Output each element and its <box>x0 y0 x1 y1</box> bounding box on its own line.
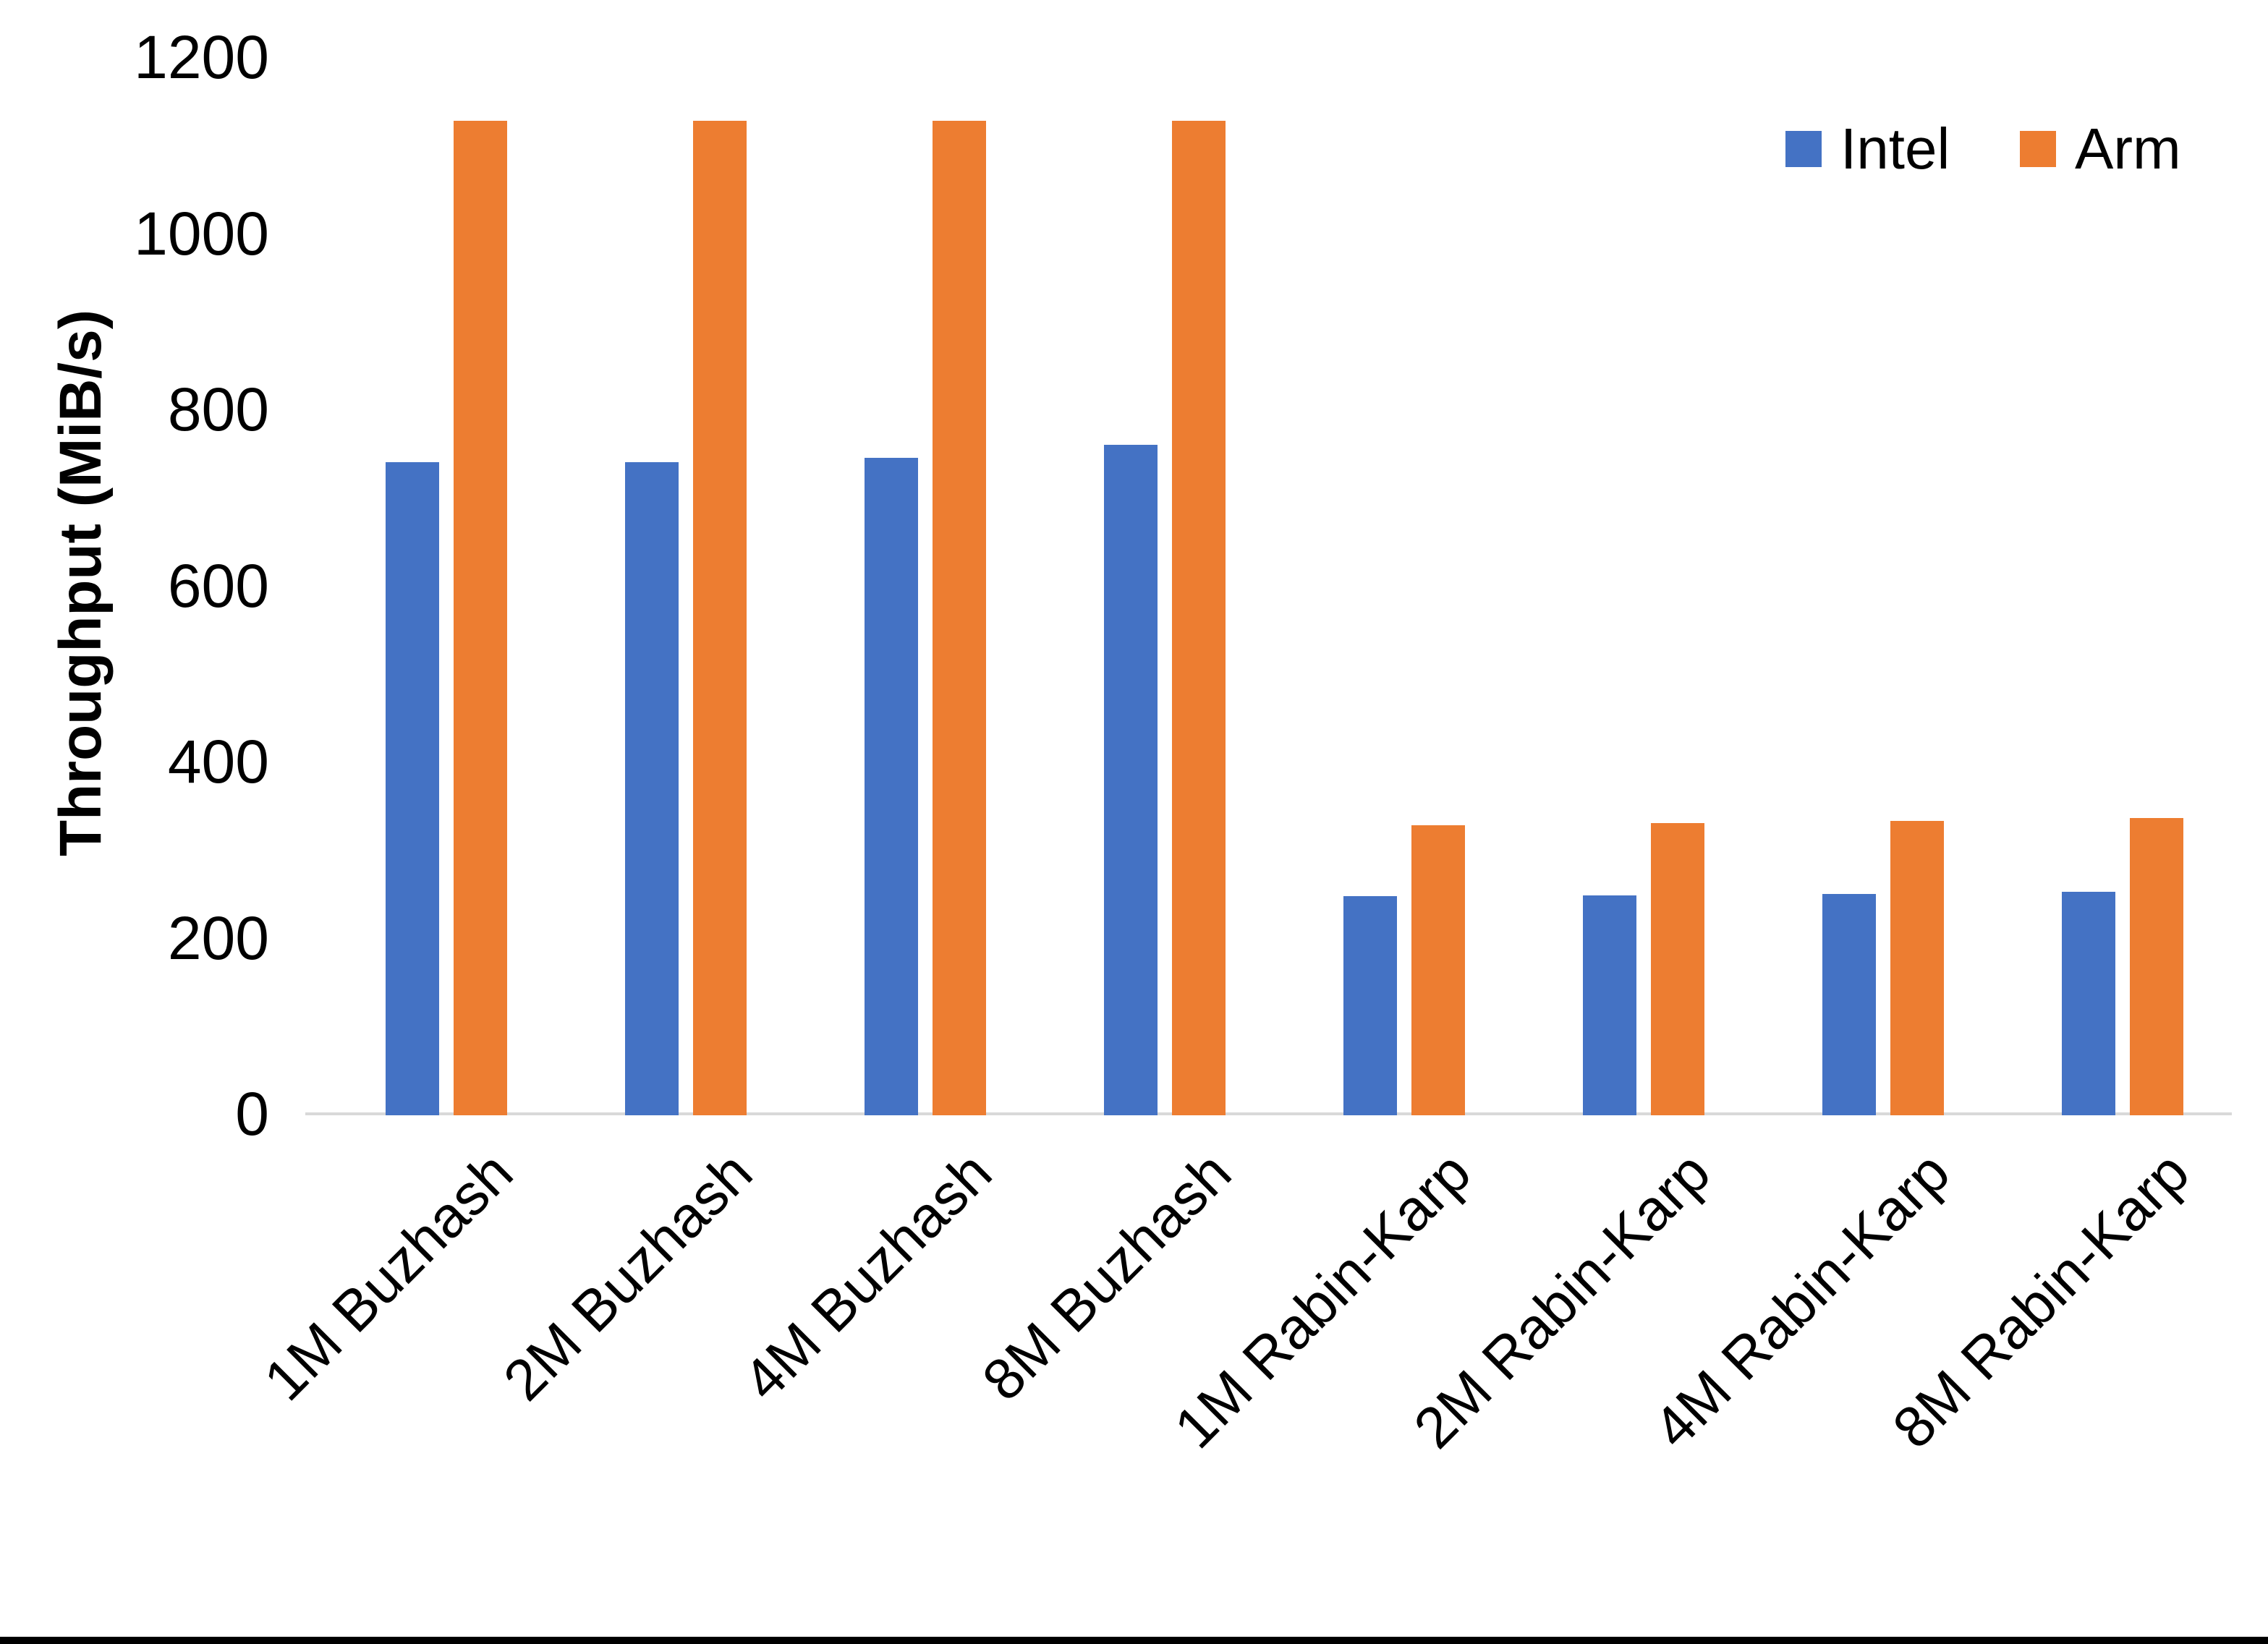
y-tick-label: 1200 <box>134 23 269 91</box>
legend-arm-label: Arm <box>2075 116 2181 181</box>
y-tick-label: 400 <box>167 728 269 796</box>
bar-arm-4m-buzhash <box>933 121 986 1115</box>
bar-arm-8m-rabin-karp <box>2130 818 2183 1115</box>
bar-arm-4m-rabin-karp <box>1890 821 1944 1115</box>
bar-intel-2m-rabin-karp <box>1583 895 1636 1115</box>
legend-intel-label: Intel <box>1840 116 1950 181</box>
bar-arm-1m-buzhash <box>454 121 507 1115</box>
y-tick-label: 0 <box>235 1080 269 1148</box>
bar-intel-1m-buzhash <box>386 462 439 1115</box>
bar-arm-2m-buzhash <box>693 121 747 1115</box>
bar-intel-2m-buzhash <box>625 462 679 1115</box>
bottom-border <box>0 1637 2268 1644</box>
x-axis-label: 1M Buzhash <box>252 1139 525 1413</box>
bar-intel-4m-rabin-karp <box>1822 894 1876 1115</box>
bar-intel-8m-buzhash <box>1104 445 1158 1115</box>
legend-arm-swatch <box>2020 131 2056 167</box>
y-tick-label: 200 <box>167 903 269 972</box>
x-axis-label: 4M Buzhash <box>731 1139 1004 1413</box>
legend-item-intel: Intel <box>1785 113 1950 185</box>
bar-intel-8m-rabin-karp <box>2062 892 2115 1115</box>
y-tick-label: 1000 <box>134 199 269 268</box>
x-axis-line <box>305 1112 2232 1115</box>
legend-intel-swatch <box>1785 131 1822 167</box>
x-axis-label: 2M Buzhash <box>491 1139 765 1413</box>
y-tick-label: 800 <box>167 375 269 443</box>
bar-arm-2m-rabin-karp <box>1651 823 1704 1115</box>
y-tick-label: 600 <box>167 551 269 620</box>
bar-intel-4m-buzhash <box>865 458 918 1115</box>
bar-arm-8m-buzhash <box>1172 121 1226 1115</box>
bar-intel-1m-rabin-karp <box>1343 896 1397 1115</box>
bar-arm-1m-rabin-karp <box>1411 825 1465 1115</box>
legend-item-arm: Arm <box>2020 113 2181 185</box>
